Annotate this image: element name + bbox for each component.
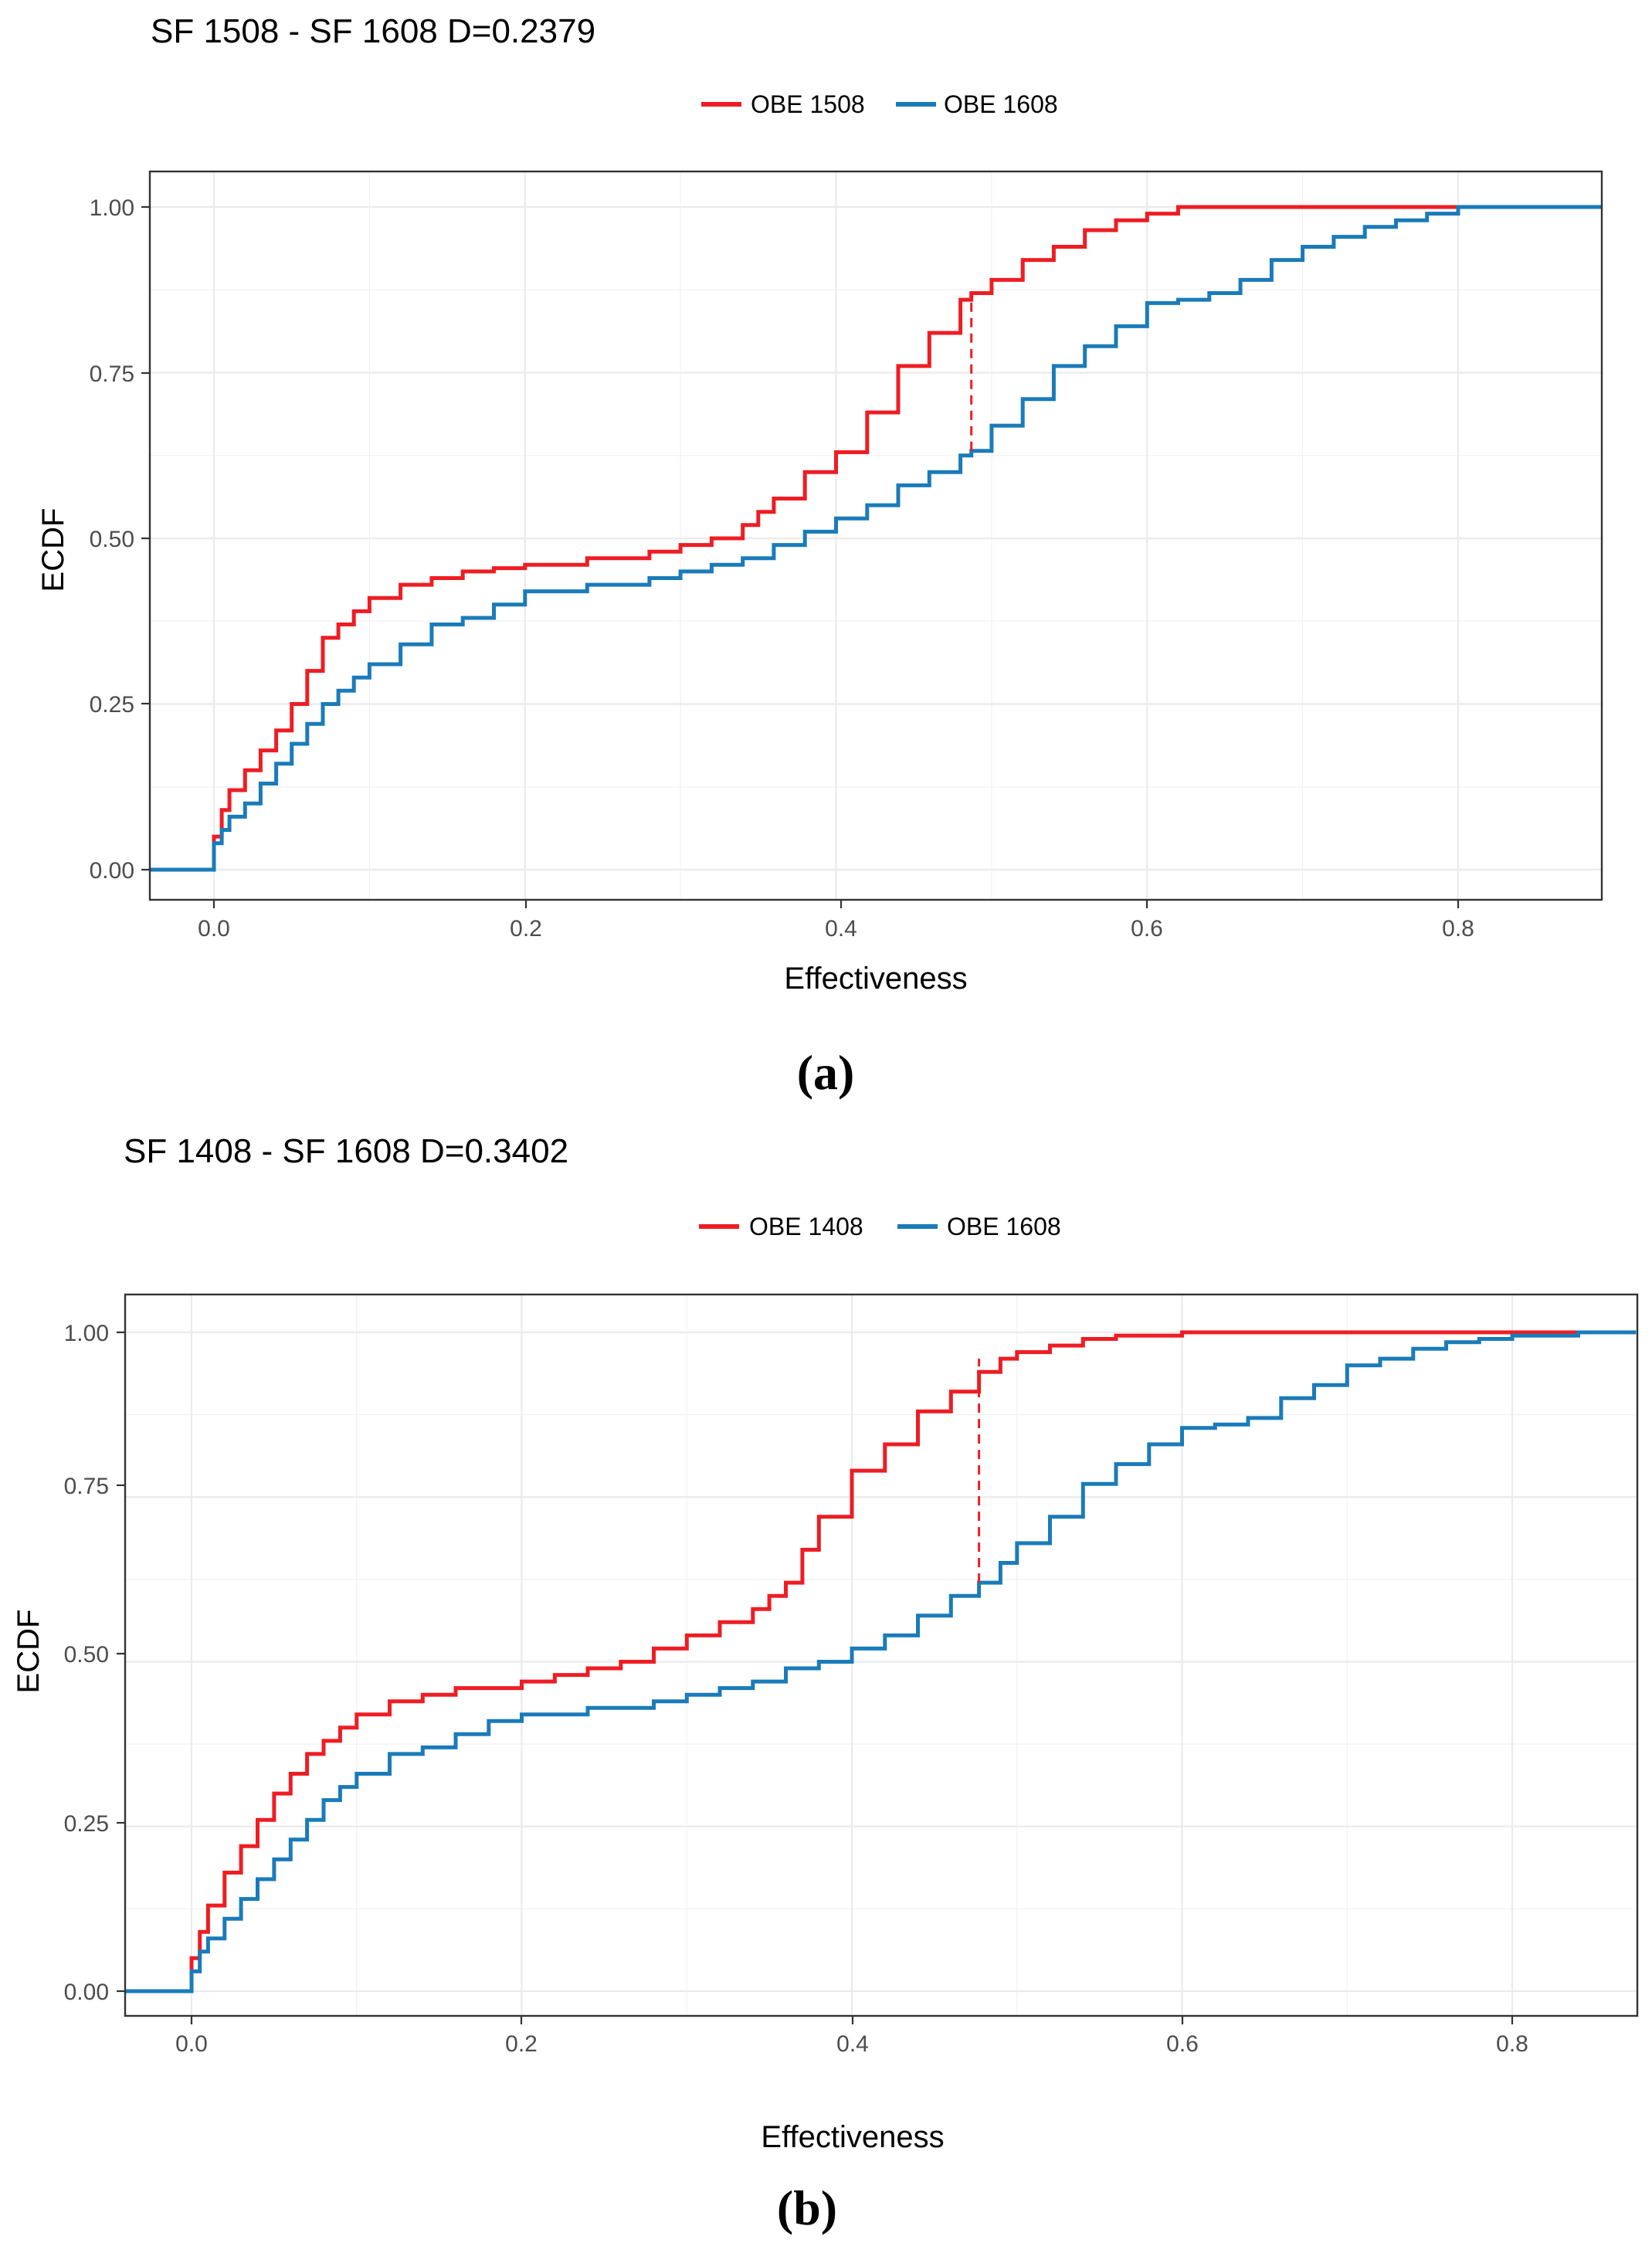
plot-panel — [124, 1293, 1639, 2017]
panel-b: SF 1408 - SF 1608 D=0.3402 OBE 1408 OBE … — [12, 1132, 1639, 2235]
plot-panel — [148, 170, 1603, 901]
y-tick-label: 0.75 — [64, 1474, 109, 1499]
y-tick-label: 0.50 — [90, 527, 134, 552]
series-line-obe-1508 — [150, 205, 1536, 872]
legend: OBE 1408 OBE 1608 — [699, 1213, 1061, 1240]
grid — [125, 1294, 1637, 2016]
panel-a: SF 1508 - SF 1608 D=0.2379 OBE 1508 OBE … — [36, 12, 1603, 1100]
y-tick-label: 0.75 — [90, 361, 134, 387]
legend-label-obe-1508: OBE 1508 — [751, 90, 865, 118]
x-tick-label: 0.2 — [510, 916, 542, 942]
series-line-obe-1608 — [150, 205, 1602, 872]
x-tick-label: 0.8 — [1496, 2031, 1528, 2057]
series-line-obe-1608 — [125, 1330, 1637, 1993]
panel-label: (b) — [777, 2180, 837, 2235]
panel-label: (a) — [797, 1045, 855, 1100]
panel-border — [124, 1293, 1639, 2017]
y-tick-label: 0.25 — [64, 1811, 109, 1837]
y-tick-label: 0.00 — [90, 858, 134, 884]
x-axis: 0.0 0.2 0.4 0.6 0.8 — [175, 2016, 1528, 2057]
legend-label-obe-1608: OBE 1608 — [944, 90, 1058, 118]
x-tick-label: 0.6 — [1166, 2031, 1199, 2057]
legend-label-obe-1608: OBE 1608 — [947, 1213, 1061, 1240]
y-axis: 0.00 0.25 0.50 0.75 1.00 — [90, 195, 150, 884]
x-tick-label: 0.8 — [1442, 916, 1474, 942]
panel-border — [148, 170, 1603, 901]
legend: OBE 1508 OBE 1608 — [701, 90, 1058, 118]
chart-title: SF 1508 - SF 1608 D=0.2379 — [151, 12, 595, 50]
x-tick-label: 0.2 — [505, 2031, 538, 2057]
x-tick-label: 0.6 — [1131, 916, 1163, 942]
series-line-obe-1408 — [125, 1330, 1579, 1993]
x-tick-label: 0.0 — [198, 916, 230, 942]
x-tick-label: 0.4 — [825, 916, 857, 942]
chart-title: SF 1408 - SF 1608 D=0.3402 — [124, 1132, 568, 1170]
x-axis-label: Effectiveness — [784, 962, 967, 996]
x-tick-label: 0.4 — [836, 2031, 869, 2057]
y-tick-label: 0.25 — [90, 692, 134, 718]
grid — [150, 171, 1602, 900]
y-tick-label: 0.50 — [64, 1642, 109, 1668]
y-axis-label: ECDF — [12, 1610, 46, 1694]
y-tick-label: 1.00 — [64, 1321, 109, 1346]
x-tick-label: 0.0 — [175, 2031, 208, 2057]
x-axis: 0.0 0.2 0.4 0.6 0.8 — [198, 900, 1474, 942]
y-axis-label: ECDF — [36, 508, 70, 592]
y-tick-label: 1.00 — [90, 195, 134, 221]
y-tick-label: 0.00 — [64, 1980, 109, 2005]
x-axis-label: Effectiveness — [761, 2120, 944, 2154]
legend-label-obe-1408: OBE 1408 — [749, 1213, 863, 1240]
y-axis: 0.00 0.25 0.50 0.75 1.00 — [64, 1321, 125, 2005]
